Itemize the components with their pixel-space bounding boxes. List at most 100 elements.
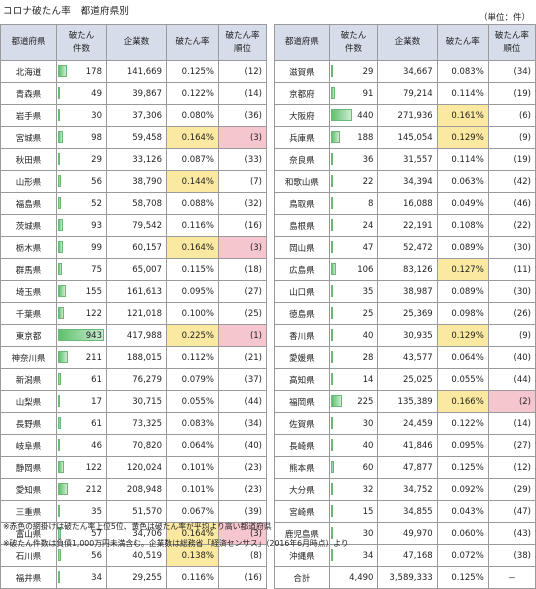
bankruptcy-count: 56 [91, 176, 102, 187]
rate-rank: (38) [487, 544, 536, 567]
bankruptcy-count: 155 [85, 286, 102, 297]
table-row: 愛媛県 28 43,577 0.064% (40) [274, 346, 536, 369]
bankruptcy-count-cell: 155 [56, 280, 107, 303]
company-count: 25,369 [377, 302, 438, 325]
bankruptcy-rate: 0.125% [436, 456, 489, 479]
count-bar [58, 527, 61, 539]
total-row: 合計 4,490 3,589,333 0.125% － [274, 566, 536, 589]
bankruptcy-rate: 0.129% [436, 324, 489, 347]
bankruptcy-rate: 0.089% [436, 280, 489, 303]
bankruptcy-count: 30 [362, 528, 374, 539]
prefecture-name: 千葉県 [0, 302, 57, 325]
bankruptcy-count-cell: 47 [328, 236, 379, 259]
company-count: 30,935 [377, 324, 438, 347]
prefecture-name: 大阪府 [274, 104, 330, 127]
table-row: 富山県 57 34,706 0.164% (3) [0, 522, 267, 545]
rate-rank: (12) [487, 456, 536, 479]
count-bar [330, 197, 333, 209]
bankruptcy-count: 28 [362, 352, 374, 363]
bankruptcy-count-cell: 35 [56, 500, 107, 523]
table-row: 福井県 34 29,255 0.116% (16) [0, 566, 267, 589]
prefecture-name: 鳥取県 [274, 192, 330, 215]
bankruptcy-count-cell: 8 [328, 192, 379, 215]
bankruptcy-count: 14 [362, 374, 374, 385]
count-bar [58, 395, 60, 407]
table-row: 北海道 178 141,669 0.125% (12) [0, 60, 267, 83]
table-row: 山口県 35 38,987 0.089% (30) [274, 280, 536, 303]
count-bar [58, 461, 64, 473]
count-bar [330, 307, 333, 319]
table-row: 神奈川県 211 188,015 0.112% (21) [0, 346, 267, 369]
header-rank: 破たん率 順位 [487, 24, 536, 61]
prefecture-name: 岐阜県 [0, 434, 57, 457]
company-count: 141,669 [106, 60, 167, 83]
rate-rank: (42) [487, 170, 536, 193]
rate-rank: (23) [218, 478, 267, 501]
table-row: 長崎県 40 41,846 0.095% (27) [274, 434, 536, 457]
prefecture-table-right: 都道府県 破たん 件数 企業数 破たん率 破たん率 順位 滋賀県 29 34,667 0.… [274, 24, 536, 589]
prefecture-name: 奈良県 [274, 148, 330, 171]
bankruptcy-count: 61 [91, 374, 102, 385]
count-bar [330, 417, 333, 429]
table-row: 島根県 24 22,191 0.108% (22) [274, 214, 536, 237]
rate-rank: (30) [487, 236, 536, 259]
table-row: 三重県 35 51,570 0.067% (39) [0, 500, 267, 523]
company-count: 135,389 [377, 390, 438, 413]
table-row: 鹿児島県 30 49,970 0.060% (43) [274, 522, 536, 545]
bankruptcy-count: 32 [362, 484, 374, 495]
table-row: 高知県 14 25,025 0.055% (44) [274, 368, 536, 391]
count-bar [330, 505, 333, 517]
table-row: 秋田県 29 33,126 0.087% (33) [0, 148, 267, 171]
prefecture-name: 宮城県 [0, 126, 57, 149]
bankruptcy-count-cell: 60 [328, 456, 379, 479]
bankruptcy-count-cell: 57 [56, 522, 107, 545]
prefecture-name: 新潟県 [0, 368, 57, 391]
bankruptcy-count-cell: 188 [328, 126, 379, 149]
company-count: 34,394 [377, 170, 438, 193]
rate-rank: (34) [218, 412, 267, 435]
bankruptcy-count: 440 [357, 110, 374, 121]
rate-rank: (43) [487, 522, 536, 545]
rate-rank: (19) [487, 148, 536, 171]
bankruptcy-rate: 0.115% [166, 258, 219, 281]
prefecture-name: 福井県 [0, 566, 57, 589]
bankruptcy-count: 60 [362, 462, 374, 473]
rate-rank: (37) [218, 368, 267, 391]
bankruptcy-rate: 0.116% [166, 214, 219, 237]
bankruptcy-count-cell: 46 [56, 434, 107, 457]
bankruptcy-count: 98 [91, 132, 102, 143]
count-bar [330, 175, 333, 187]
prefecture-name: 岩手県 [0, 104, 57, 127]
rate-rank: (3) [218, 522, 267, 545]
bankruptcy-rate: 0.122% [166, 82, 219, 105]
prefecture-name: 秋田県 [0, 148, 57, 171]
bankruptcy-rate: 0.092% [436, 478, 489, 501]
prefecture-name: 大分県 [274, 478, 330, 501]
bankruptcy-rate: 0.125% [166, 60, 219, 83]
count-bar [58, 65, 67, 77]
table-row: 宮城県 98 59,458 0.164% (3) [0, 126, 267, 149]
bankruptcy-rate: 0.166% [436, 390, 489, 413]
rate-rank: (32) [218, 192, 267, 215]
count-bar [58, 483, 68, 495]
company-count: 208,948 [106, 478, 167, 501]
bankruptcy-count: 61 [91, 418, 102, 429]
bankruptcy-count-cell: 211 [56, 346, 107, 369]
table-row: 香川県 40 30,935 0.129% (9) [274, 324, 536, 347]
company-count: 60,157 [106, 236, 167, 259]
bankruptcy-count: 29 [91, 154, 102, 165]
company-count: 37,306 [106, 104, 167, 127]
company-count: 73,325 [106, 412, 167, 435]
company-count: 16,088 [377, 192, 438, 215]
count-bar [58, 549, 61, 561]
bankruptcy-rate: 0.089% [436, 236, 489, 259]
bankruptcy-count-cell: 14 [328, 368, 379, 391]
company-count: 41,846 [377, 434, 438, 457]
table-row: 熊本県 60 47,877 0.125% (12) [274, 456, 536, 479]
bankruptcy-rate: 0.064% [436, 346, 489, 369]
count-bar [58, 263, 62, 275]
footnote-source: ※破たん件数は負債1,000万円未満含む。企業数は総務省「経済センサス」（201… [3, 539, 349, 548]
total-count: 4,490 [328, 566, 379, 589]
count-bar [58, 219, 63, 231]
table-row: 長野県 61 73,325 0.083% (34) [0, 412, 267, 435]
